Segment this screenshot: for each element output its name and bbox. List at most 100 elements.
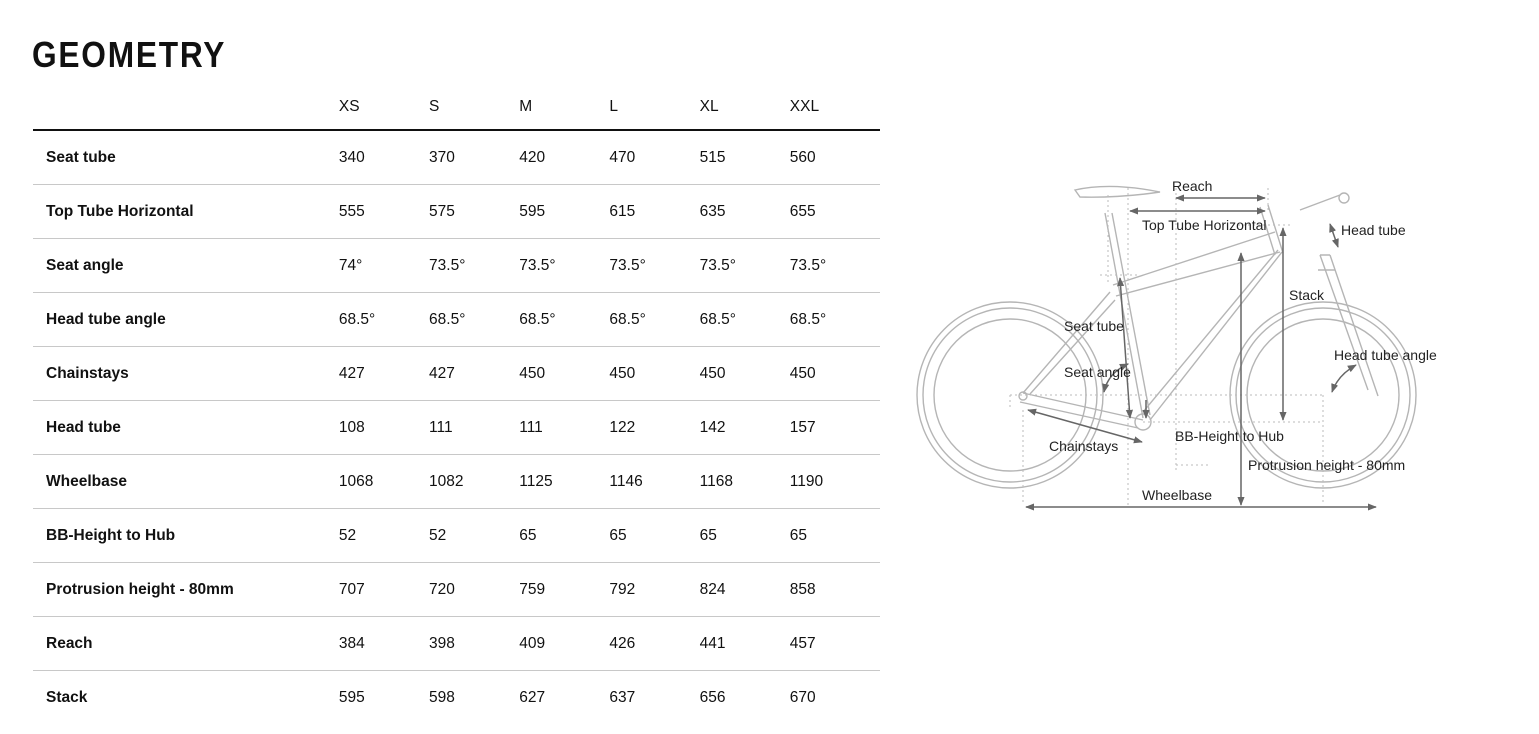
cell-l: 65 xyxy=(609,508,700,563)
cell-s: 370 xyxy=(429,130,520,185)
cell-s: 111 xyxy=(429,400,520,455)
cell-xl: 450 xyxy=(699,346,790,401)
dimension-arrows xyxy=(1025,194,1377,511)
table-row: Wheelbase 1068 1082 1125 1146 1168 1190 xyxy=(33,454,880,509)
size-header-xs: XS xyxy=(338,84,430,131)
cell-l: 637 xyxy=(609,688,636,706)
cell-xs: 1068 xyxy=(338,454,430,509)
row-label: Seat angle xyxy=(33,238,339,293)
size-header-m: M xyxy=(519,84,610,131)
size-header-l: L xyxy=(609,84,700,131)
guide-lines xyxy=(1009,188,1324,505)
header-blank xyxy=(33,84,339,131)
label-chainstays: Chainstays xyxy=(1049,438,1119,454)
row-label: Seat tube xyxy=(33,130,339,185)
seatstay xyxy=(1022,291,1116,395)
label-seat-angle: Seat angle xyxy=(1064,364,1131,380)
cell-xl: 142 xyxy=(699,400,790,455)
label-protrusion: Protrusion height - 80mm xyxy=(1248,457,1406,473)
cell-xs: 340 xyxy=(338,130,430,185)
cell-l: 450 xyxy=(609,346,700,401)
label-wheelbase: Wheelbase xyxy=(1142,487,1213,503)
table-row: Stack 595 598 627 637 656 670 xyxy=(33,671,880,725)
size-header-s: S xyxy=(429,84,520,131)
row-label: Stack xyxy=(46,688,88,706)
cell-l: 73.5° xyxy=(609,238,700,293)
cell-l: 615 xyxy=(609,184,700,239)
geometry-table: XS S M L XL XXL Seat tube 340 370 420 470 515 560 To… xyxy=(33,84,880,724)
row-label: Head tube angle xyxy=(33,292,339,347)
cell-m: 111 xyxy=(519,400,610,455)
size-header-xxl: XXL xyxy=(789,84,880,131)
stem xyxy=(1299,194,1341,211)
cell-s: 720 xyxy=(429,562,520,617)
cell-l: 792 xyxy=(609,562,700,617)
cell-xxl: 65 xyxy=(789,508,880,563)
cell-s: 427 xyxy=(429,346,520,401)
top-tube xyxy=(1112,231,1281,297)
cell-m: 450 xyxy=(519,346,610,401)
table-row: Chainstays 427 427 450 450 450 450 xyxy=(33,346,880,401)
cell-xl: 68.5° xyxy=(699,292,790,347)
cell-xxl: 450 xyxy=(789,346,880,401)
size-header-xl: XL xyxy=(699,84,790,131)
cell-m: 65 xyxy=(519,508,610,563)
table-row: Seat angle 74° 73.5° 73.5° 73.5° 73.5° 73.5° xyxy=(33,238,880,293)
cell-xxl: 457 xyxy=(789,616,880,671)
cell-xs: 52 xyxy=(338,508,430,563)
cell-xxl: 157 xyxy=(789,400,880,455)
cell-xs: 68.5° xyxy=(338,292,430,347)
row-label: Top Tube Horizontal xyxy=(33,184,339,239)
label-head-tube: Head tube xyxy=(1341,222,1406,238)
cell-xl: 515 xyxy=(699,130,790,185)
cell-s: 575 xyxy=(429,184,520,239)
cell-xs: 384 xyxy=(338,616,430,671)
table-row: Reach 384 398 409 426 441 457 xyxy=(33,616,880,671)
cell-s: 1082 xyxy=(429,454,520,509)
cell-l: 470 xyxy=(609,130,700,185)
table-row: Seat tube 340 370 420 470 515 560 xyxy=(33,130,880,185)
row-label: Protrusion height - 80mm xyxy=(33,562,339,617)
label-stack: Stack xyxy=(1289,287,1325,303)
page-title: GEOMETRY xyxy=(32,34,227,75)
cell-m: 68.5° xyxy=(519,292,610,347)
table-row: Head tube angle 68.5° 68.5° 68.5° 68.5° 68.5°… xyxy=(33,292,880,347)
cell-xxl: 655 xyxy=(789,184,880,239)
cell-xl: 656 xyxy=(699,688,726,706)
cell-m: 759 xyxy=(519,562,610,617)
cell-xs: 108 xyxy=(338,400,430,455)
row-label: Chainstays xyxy=(33,346,339,401)
cell-m: 595 xyxy=(519,184,610,239)
cell-xl: 73.5° xyxy=(699,238,790,293)
cell-xxl: 858 xyxy=(789,562,880,617)
table-row: Top Tube Horizontal 555 575 595 615 635 655 xyxy=(33,184,880,239)
cell-xs: 427 xyxy=(338,346,430,401)
cell-l: 1146 xyxy=(609,454,700,509)
cell-xs: 595 xyxy=(338,688,365,706)
cell-xxl: 73.5° xyxy=(789,238,880,293)
cell-xl: 65 xyxy=(699,508,790,563)
row-label: Reach xyxy=(33,616,339,671)
cell-xl: 635 xyxy=(699,184,790,239)
down-tube xyxy=(1142,249,1283,421)
cell-xs: 74° xyxy=(338,238,430,293)
cell-xl: 441 xyxy=(699,616,790,671)
cell-s: 52 xyxy=(429,508,520,563)
cell-xl: 1168 xyxy=(699,454,790,509)
cell-m: 627 xyxy=(519,688,546,706)
table-row: Head tube 108 111 111 122 142 157 xyxy=(33,400,880,455)
cell-xs: 555 xyxy=(338,184,430,239)
cell-l: 426 xyxy=(609,616,700,671)
cell-s: 598 xyxy=(429,688,455,706)
row-label: Head tube xyxy=(33,400,339,455)
cell-xxl: 68.5° xyxy=(789,292,880,347)
cell-l: 68.5° xyxy=(609,292,700,347)
cell-m: 420 xyxy=(519,130,610,185)
label-head-tube-angle: Head tube angle xyxy=(1334,347,1437,363)
cell-m: 73.5° xyxy=(519,238,610,293)
label-top-tube: Top Tube Horizontal xyxy=(1142,217,1267,233)
label-seat-tube: Seat tube xyxy=(1064,318,1124,334)
cell-m: 1125 xyxy=(519,454,610,509)
cell-xxl: 1190 xyxy=(789,454,880,509)
